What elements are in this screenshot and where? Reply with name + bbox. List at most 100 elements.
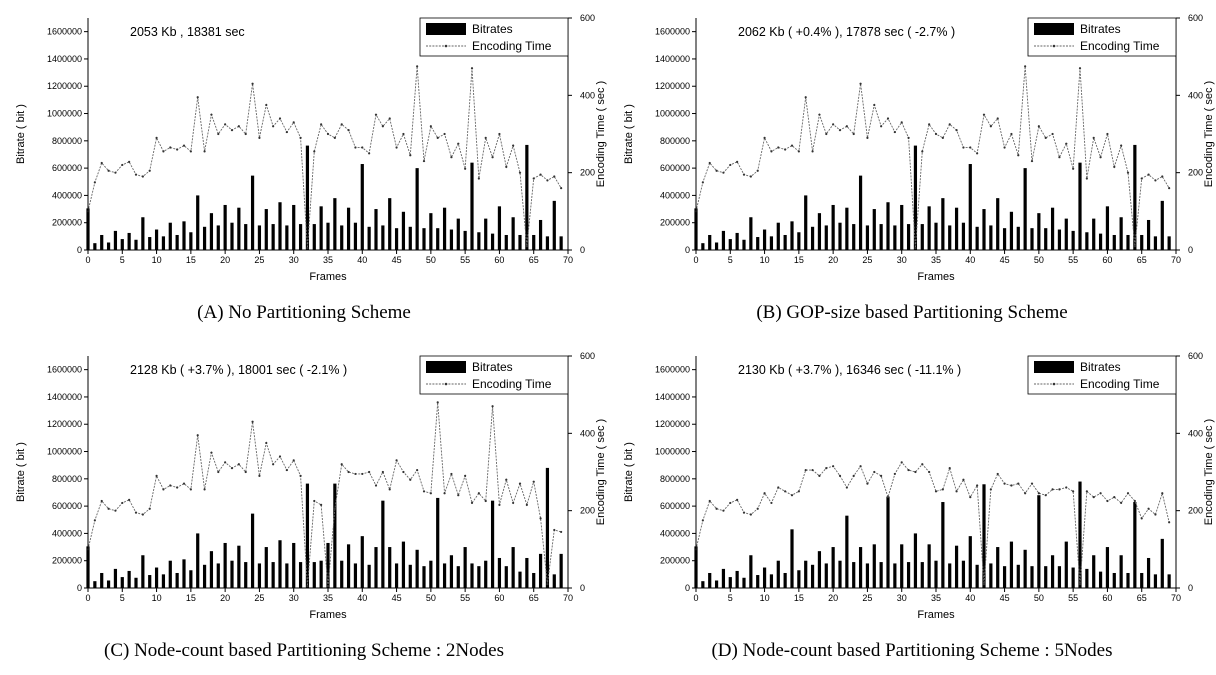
encoding-time-point: [134, 511, 138, 514]
encoding-time-point: [1058, 156, 1061, 159]
x-tick-label: 20: [828, 593, 838, 603]
bitrate-bar: [244, 224, 248, 250]
bitrate-bar: [154, 567, 159, 588]
summary-annotation: 2130 Kb ( +3.7% ), 16346 sec ( -11.1% ): [738, 363, 961, 377]
encoding-time-point: [429, 125, 432, 128]
bitrate-bar: [1002, 228, 1007, 250]
encoding-time-point: [873, 470, 876, 474]
bitrate-bar: [1105, 547, 1110, 588]
panel-a: 0 5 10 15 20 25 30 35 40 45 50 55 60 65 70 0 200000 40000…: [0, 0, 608, 337]
bitrate-bar: [148, 237, 152, 250]
encoding-time-point: [1120, 501, 1123, 505]
encoding-time-point: [845, 486, 848, 489]
bitrate-bar: [735, 232, 739, 250]
bitrate-bar: [456, 566, 460, 588]
encoding-time-point: [395, 146, 398, 149]
bitrate-bar: [1140, 234, 1144, 250]
bitrate-bar: [701, 581, 705, 588]
x-tick-label: 50: [1034, 255, 1044, 265]
encoding-time-point: [388, 117, 391, 120]
encoding-time-point: [921, 463, 924, 466]
bitrate-bar: [278, 202, 282, 250]
bitrate-bar: [477, 232, 481, 250]
x-tick-label: 10: [152, 255, 162, 265]
encoding-time-point: [409, 154, 412, 157]
bitrate-bar: [374, 547, 378, 588]
encoding-time-point: [292, 459, 295, 462]
y-tick-label: 200000: [660, 556, 690, 566]
encoding-time-point: [1078, 583, 1082, 586]
y-tick-label: 800000: [52, 474, 82, 484]
encoding-time-line: [695, 66, 1170, 249]
encoding-time-point: [1147, 173, 1150, 176]
encoding-time-line: [87, 402, 562, 587]
bitrate-bar: [189, 570, 193, 588]
bitrate-bar: [422, 566, 426, 588]
encoding-time-point: [381, 125, 384, 128]
encoding-time-point: [114, 171, 117, 174]
y2-tick-label: 400: [580, 90, 595, 100]
encoding-time-point: [996, 472, 999, 476]
legend-swatch-bitrates: [426, 23, 466, 35]
encoding-time-point: [1113, 165, 1116, 168]
encoding-time-point: [1099, 492, 1102, 495]
y-tick-label: 600000: [52, 501, 82, 511]
x-tick-label: 50: [426, 255, 436, 265]
bitrate-bar: [244, 562, 248, 588]
bitrate-bar: [858, 547, 863, 588]
encoding-time-point: [518, 482, 522, 485]
bitrate-bar: [353, 563, 358, 588]
y-tick-label: 1000000: [47, 109, 82, 119]
summary-annotation: 2062 Kb ( +0.4% ), 17878 sec ( -2.7% ): [738, 25, 955, 39]
bitrate-bar: [305, 483, 310, 588]
encoding-time-point: [948, 467, 951, 470]
bitrate-bar: [113, 230, 118, 250]
bitrate-bar: [216, 563, 220, 588]
x-tick-label: 60: [1102, 255, 1112, 265]
y2-tick-label: 200: [580, 506, 595, 516]
encoding-time-point: [217, 470, 220, 474]
encoding-time-point: [477, 177, 480, 180]
x-tick-label: 45: [1000, 593, 1010, 603]
bitrate-bar: [312, 562, 316, 588]
bitrate-bar: [872, 544, 876, 588]
bitrate-bar: [120, 577, 124, 588]
bitrate-bar: [1057, 229, 1062, 250]
x-tick-label: 55: [460, 593, 470, 603]
bitrate-bar: [134, 577, 138, 588]
encoding-time-line: [87, 66, 562, 249]
bitrate-bar: [545, 467, 550, 588]
y2-tick-label: 0: [1188, 245, 1193, 255]
bitrate-bar: [525, 557, 529, 588]
encoding-time-point: [1085, 177, 1088, 180]
bitrate-bar: [1050, 555, 1055, 588]
bitrate-bar: [264, 547, 268, 588]
encoding-time-point: [811, 468, 814, 472]
bitrate-bar: [721, 230, 726, 250]
encoding-time-point: [402, 470, 405, 474]
bitrate-bar: [810, 564, 815, 588]
bitrate-bar: [1160, 200, 1164, 250]
encoding-time-point: [361, 472, 364, 476]
encoding-time-point: [196, 434, 199, 437]
bitrate-bar: [326, 222, 330, 250]
x-tick-label: 35: [323, 255, 333, 265]
encoding-time-point: [825, 132, 828, 136]
encoding-time-point: [306, 246, 309, 250]
bitrate-bar: [769, 236, 774, 250]
x-tick-label: 15: [794, 593, 804, 603]
bitrate-bar: [804, 195, 808, 250]
encoding-time-point: [1140, 517, 1143, 520]
y2-tick-label: 0: [580, 245, 585, 255]
encoding-time-point: [1092, 136, 1095, 139]
x-tick-label: 60: [494, 593, 504, 603]
y-tick-label: 1600000: [47, 27, 82, 37]
encoding-time-point: [804, 468, 807, 472]
encoding-time-point: [354, 472, 357, 476]
chart-c: 0 5 10 15 20 25 30 35 40 45 50 55 60 65 70 0 200000 40000…: [15, 351, 607, 621]
bitrate-bar: [340, 560, 344, 588]
encoding-time-point: [484, 499, 487, 503]
encoding-time-point: [361, 146, 364, 149]
bitrate-bar: [271, 224, 275, 250]
y-tick-label: 800000: [660, 136, 690, 146]
